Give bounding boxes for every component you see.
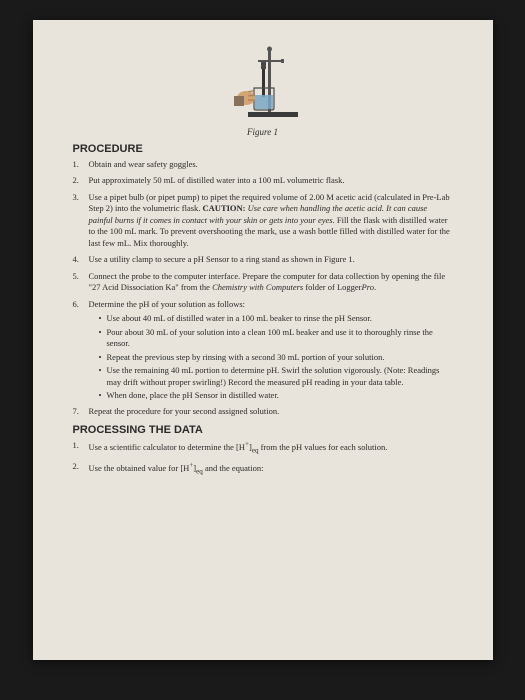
step-text: Use the obtained value for [H+]eq and th… bbox=[89, 463, 264, 473]
bullet-item: Use about 40 mL of distilled water in a … bbox=[99, 313, 453, 324]
processing-step: Use a scientific calculator to determine… bbox=[73, 440, 453, 456]
procedure-heading: PROCEDURE bbox=[73, 143, 453, 155]
figure-container: Figure 1 bbox=[73, 40, 453, 137]
processing-heading: PROCESSING THE DATA bbox=[73, 424, 453, 436]
procedure-list: Obtain and wear safety goggles. Put appr… bbox=[73, 159, 453, 418]
procedure-step: Put approximately 50 mL of distilled wat… bbox=[73, 175, 453, 186]
figure-caption: Figure 1 bbox=[73, 127, 453, 137]
step-text: Use a scientific calculator to determine… bbox=[89, 442, 388, 452]
bullet-item: Pour about 30 mL of your solution into a… bbox=[99, 327, 453, 350]
processing-list: Use a scientific calculator to determine… bbox=[73, 440, 453, 477]
procedure-step: Repeat the procedure for your second ass… bbox=[73, 406, 453, 417]
procedure-step: Connect the probe to the computer interf… bbox=[73, 271, 453, 294]
step-text: Use a pipet bulb (or pipet pump) to pipe… bbox=[89, 192, 450, 248]
step-text: Obtain and wear safety goggles. bbox=[89, 159, 198, 169]
document-page: Figure 1 PROCEDURE Obtain and wear safet… bbox=[33, 20, 493, 660]
procedure-step: Use a utility clamp to secure a pH Senso… bbox=[73, 254, 453, 265]
bullet-item: When done, place the pH Sensor in distil… bbox=[99, 390, 453, 401]
procedure-step: Use a pipet bulb (or pipet pump) to pipe… bbox=[73, 192, 453, 249]
bullet-item: Use the remaining 40 mL portion to deter… bbox=[99, 365, 453, 388]
procedure-step: Obtain and wear safety goggles. bbox=[73, 159, 453, 170]
figure-illustration bbox=[218, 40, 308, 125]
sub-bullet-list: Use about 40 mL of distilled water in a … bbox=[89, 313, 453, 401]
step-text: Determine the pH of your solution as fol… bbox=[89, 299, 246, 309]
step-text: Put approximately 50 mL of distilled wat… bbox=[89, 175, 345, 185]
step-text: Connect the probe to the computer interf… bbox=[89, 271, 446, 292]
step-text: Repeat the procedure for your second ass… bbox=[89, 406, 280, 416]
processing-step: Use the obtained value for [H+]eq and th… bbox=[73, 461, 453, 477]
step-text: Use a utility clamp to secure a pH Senso… bbox=[89, 254, 355, 264]
procedure-step: Determine the pH of your solution as fol… bbox=[73, 299, 453, 402]
bullet-item: Repeat the previous step by rinsing with… bbox=[99, 352, 453, 363]
